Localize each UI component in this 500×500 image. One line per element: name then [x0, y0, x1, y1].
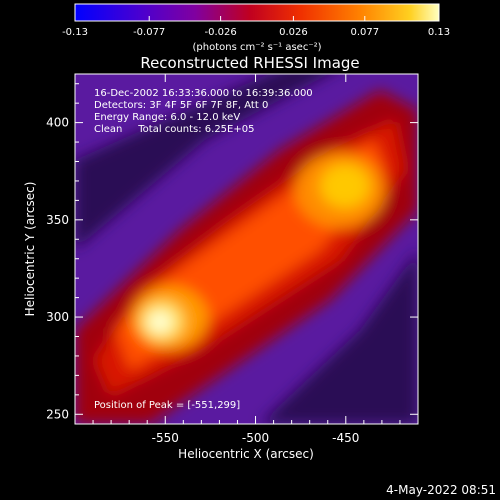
heatmap-image: [75, 74, 418, 424]
y-tick-label: 350: [46, 213, 69, 227]
colorbar-tick-label: -0.13: [62, 27, 88, 38]
colorbar-tick-label: 0.077: [350, 27, 379, 38]
colorbar-tick-label: 0.13: [428, 27, 450, 38]
footer-date: 4-May-2022 08:51: [386, 483, 496, 497]
x-tick-label: -450: [332, 431, 359, 445]
info-line-3: Clean Total counts: 6.25E+05: [94, 124, 254, 135]
plot-frame: [74, 73, 419, 425]
colorbar: [74, 3, 440, 22]
info-block: 16-Dec-2002 16:33:36.000 to 16:39:36.000…: [94, 88, 313, 135]
chart-title: Reconstructed RHESSI Image: [140, 54, 359, 72]
info-line-0: 16-Dec-2002 16:33:36.000 to 16:39:36.000: [94, 88, 313, 99]
x-axis-label: Heliocentric X (arcsec): [178, 447, 314, 461]
colorbar-tick-label: -0.077: [133, 27, 165, 38]
y-tick-label: 400: [46, 116, 69, 130]
colorbar-ticks: -0.13 -0.077 -0.026 0.026 0.077 0.13: [62, 16, 450, 38]
y-tick-label: 250: [46, 407, 69, 421]
info-line-1: Detectors: 3F 4F 5F 6F 7F 8F, Att 0: [94, 100, 268, 111]
peak-position-label: Position of Peak = [-551,299]: [94, 400, 240, 411]
x-axis-ticks: -550 -500 -450: [92, 74, 419, 445]
y-axis-ticks: 250 300 350 400: [46, 83, 418, 421]
y-axis-label: Heliocentric Y (arcsec): [23, 182, 37, 317]
colorbar-unit-label: (photons cm⁻² s⁻¹ asec⁻²): [192, 42, 321, 53]
colorbar-tick-label: -0.026: [204, 27, 236, 38]
colorbar-tick-label: 0.026: [279, 27, 308, 38]
info-line-2: Energy Range: 6.0 - 12.0 keV: [94, 112, 240, 123]
y-tick-label: 300: [46, 310, 69, 324]
x-tick-label: -500: [242, 431, 269, 445]
x-tick-label: -550: [152, 431, 179, 445]
